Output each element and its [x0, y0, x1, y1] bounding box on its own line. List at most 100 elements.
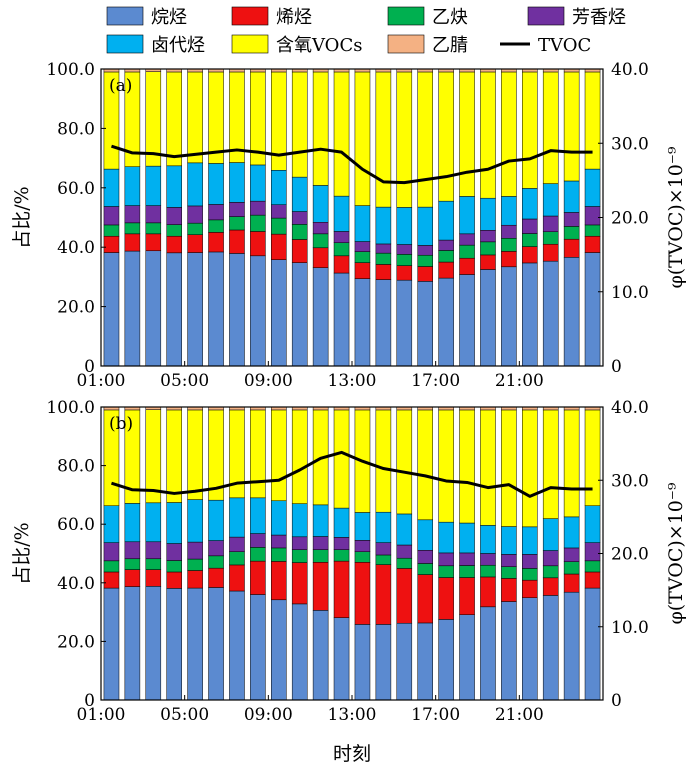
bar-p1-s1-c23 [584, 571, 601, 589]
bar-p1-s3-c10 [312, 536, 329, 550]
bar-p0-s0-c6 [229, 253, 245, 367]
bar-p1-s4-c5 [208, 499, 224, 541]
bar-p1-s3-c11 [333, 537, 350, 550]
bar-p0-s3-c18 [480, 230, 496, 243]
x-tick-label-2: 09:00 [244, 371, 293, 391]
bar-p1-s4-c17 [459, 522, 475, 554]
bar-p1-s1-c15 [417, 574, 433, 624]
bar-p1-s5-c22 [563, 409, 580, 518]
bar-p0-s3-c4 [187, 205, 203, 224]
bar-p1-s5-c8 [271, 409, 287, 502]
bar-p0-s2-c2 [145, 222, 162, 235]
bar-p1-s1-c12 [354, 562, 371, 625]
bar-p0-s4-c16 [438, 200, 454, 241]
bar-p0-s0-c15 [417, 281, 433, 367]
bar-p0-s0-c19 [501, 266, 517, 367]
bar-p0-s0-c11 [333, 272, 350, 367]
legend-swatch-3 [527, 6, 565, 26]
bar-p1-s3-c13 [375, 542, 392, 556]
bar-p0-s0-c14 [396, 279, 413, 367]
bar-p0-s4-c13 [375, 206, 392, 245]
bar-p1-s3-c18 [480, 553, 496, 566]
bar-p1-s4-c13 [375, 511, 392, 543]
bar-p1-s5-c15 [417, 409, 433, 521]
bar-p1-s5-c3 [166, 409, 182, 503]
bar-p1-s1-c20 [522, 579, 538, 598]
bar-p1-s0-c5 [208, 587, 224, 701]
bar-p1-s3-c22 [563, 547, 580, 562]
x-tick-label-3: 13:00 [328, 371, 377, 391]
bar-p1-s5-c23 [584, 409, 601, 506]
bar-p0-s2-c20 [522, 233, 538, 247]
bar-p1-s1-c22 [563, 573, 580, 593]
bar-p1-s1-c18 [480, 576, 496, 608]
bar-p1-s2-c19 [501, 566, 517, 579]
bar-p1-s5-c21 [542, 409, 559, 519]
y2-tick-label-2: 20.0 [611, 209, 649, 229]
bar-p1-s1-c17 [459, 577, 475, 615]
y-axis-title: 占比/% [11, 186, 33, 248]
y-axis-title: 占比/% [11, 522, 33, 584]
bar-p1-s2-c21 [542, 565, 559, 579]
bar-p1-s1-c14 [396, 568, 413, 624]
bar-p0-s4-c15 [417, 206, 433, 246]
bar-p0-s2-c0 [103, 224, 120, 237]
bar-p0-s0-c9 [291, 262, 308, 367]
bar-p0-s5-c19 [501, 71, 517, 197]
bar-p0-s0-c22 [563, 257, 580, 367]
bar-p1-s1-c8 [271, 561, 287, 601]
bar-p1-s1-c9 [291, 562, 308, 605]
bar-p1-s5-c7 [250, 409, 266, 499]
bar-p0-s0-c16 [438, 277, 454, 367]
bar-p1-s4-c19 [501, 526, 517, 555]
bar-p1-s2-c6 [229, 551, 245, 566]
legend-label-3: 芳香烃 [572, 7, 626, 28]
bar-p0-s1-c13 [375, 264, 392, 280]
bar-p1-s0-c22 [563, 591, 580, 701]
x-tick-label-5: 21:00 [495, 371, 544, 391]
bar-p1-s5-c20 [522, 409, 538, 528]
bar-p1-s1-c3 [166, 571, 182, 589]
bar-p1-s2-c10 [312, 549, 329, 563]
bar-p0-s1-c17 [459, 257, 475, 275]
y2-tick-label-0: 0 [611, 357, 622, 377]
bar-p0-s0-c5 [208, 251, 224, 367]
bar-p1-s0-c23 [584, 587, 601, 701]
bar-p1-s1-c21 [542, 577, 559, 596]
bar-p0-s4-c22 [563, 180, 580, 213]
bar-p1-s3-c21 [542, 550, 559, 567]
bar-p0-s3-c1 [124, 205, 141, 224]
bar-p0-s0-c21 [542, 260, 559, 367]
bar-p1-s2-c2 [145, 558, 162, 570]
bar-p0-s4-c7 [250, 164, 266, 202]
bar-p1-s4-c16 [438, 521, 454, 554]
bar-p1-s2-c15 [417, 563, 433, 575]
legend-label-7: TVOC [538, 35, 591, 56]
bar-p1-s0-c9 [291, 603, 308, 701]
bar-p1-s4-c4 [187, 499, 203, 543]
panel-a: 0 20.0 40.0 60.0 80.0 100.0 0 10.0 20.0 30.0 40.0 0… [11, 60, 687, 391]
bar-p1-s0-c11 [333, 617, 350, 701]
legend-label-1: 烯烃 [276, 7, 312, 28]
bar-p1-s4-c23 [584, 505, 601, 543]
bar-p0-s5-c21 [542, 71, 559, 184]
bar-p1-s3-c16 [438, 552, 454, 567]
bar-p0-s1-c14 [396, 265, 413, 281]
bar-p0-s5-c11 [333, 71, 350, 197]
legend-swatch-2 [387, 6, 425, 26]
bar-p0-s4-c23 [584, 168, 601, 207]
bar-p1-s4-c11 [333, 507, 350, 538]
bar-p0-s2-c6 [229, 216, 245, 231]
bar-p1-s5-c11 [333, 409, 350, 509]
bar-p0-s3-c7 [250, 200, 266, 216]
bar-p1-s0-c6 [229, 590, 245, 701]
bar-p0-s1-c16 [438, 261, 454, 279]
bar-p1-s0-c21 [542, 595, 559, 701]
bar-p1-s3-c3 [166, 543, 182, 561]
bar-p0-s3-c9 [291, 211, 308, 225]
bar-p1-s5-c17 [459, 409, 475, 524]
bar-p0-s5-c9 [291, 71, 308, 178]
bar-p0-s2-c8 [271, 217, 287, 235]
bar-p1-s0-c15 [417, 622, 433, 701]
